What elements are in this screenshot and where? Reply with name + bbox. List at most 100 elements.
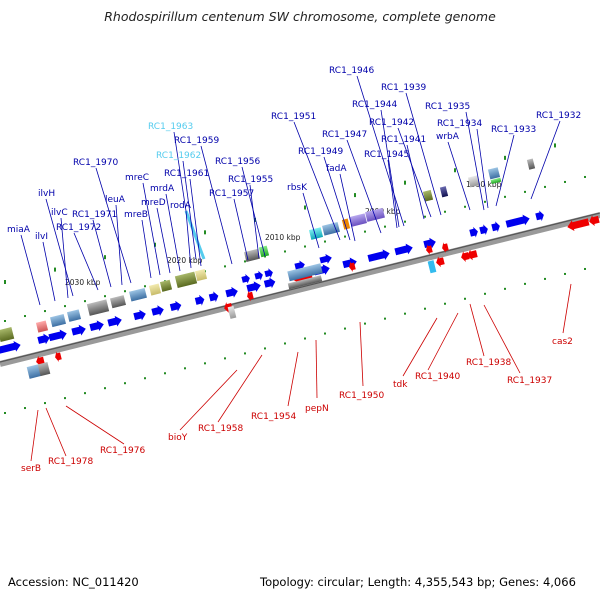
leader-line [406, 144, 425, 220]
tick-major [54, 267, 56, 272]
tick-dot [264, 347, 266, 350]
feature-box [467, 175, 481, 188]
scale-label-2030: 2030 kbp [65, 278, 101, 287]
feature-box [308, 227, 324, 240]
tick-dot [224, 265, 226, 268]
gene-label-wrbA: wrbA [436, 132, 460, 142]
tick-dot [524, 190, 526, 193]
forward-gene-arrow [194, 294, 205, 306]
leader-line [476, 128, 489, 209]
leader-line [30, 409, 39, 462]
scale-ticks [4, 143, 586, 415]
leader-line [346, 139, 382, 234]
gene-label-serB: serB [21, 464, 41, 474]
forward-gene-arrow [48, 329, 67, 342]
tick-dot [424, 215, 426, 218]
tick-dot [304, 337, 306, 340]
leader-line [217, 354, 263, 423]
forward-gene-arrow [264, 268, 273, 278]
tick-major [254, 217, 256, 222]
reverse-gene-arrow [426, 244, 433, 255]
gene-label-RC1_1944: RC1_1944 [352, 100, 397, 110]
leader-line [380, 109, 400, 228]
feature-box [148, 283, 162, 296]
gene-label-RC1_1951: RC1_1951 [271, 112, 316, 122]
forward-strand-genes [0, 210, 544, 355]
gene-label-RC1_1954: RC1_1954 [251, 412, 296, 422]
reverse-gene-arrow [567, 218, 590, 232]
leader-line [397, 127, 432, 218]
tick-dot [564, 180, 566, 183]
tick-dot [224, 357, 226, 360]
reverse-gene-arrow [467, 249, 478, 261]
feature-box [349, 213, 367, 227]
leader-line [339, 173, 356, 242]
forward-gene-arrow [319, 254, 332, 264]
forward-gene-arrow [151, 305, 164, 316]
gene-label-RC1_1971: RC1_1971 [72, 210, 117, 220]
gene-label-leuA: leuA [105, 195, 126, 205]
gene-label-RC1_1945: RC1_1945 [364, 150, 409, 160]
reverse-gene-arrow [436, 256, 445, 268]
feature-box [50, 314, 66, 328]
leader-line [427, 312, 459, 371]
leader-line [95, 167, 132, 284]
forward-gene-arrow [71, 324, 86, 336]
leader-line [173, 131, 187, 212]
leader-line [315, 339, 318, 399]
leader-line [200, 145, 233, 265]
feature-box [37, 362, 51, 377]
forward-gene-arrow [254, 270, 263, 281]
tick-major [104, 255, 106, 260]
leader-line [447, 141, 471, 211]
accession-text: Accession: NC_011420 [8, 575, 139, 589]
bottom-gene-labels: cas2 RC1_1937 RC1_1938 RC1_1940 tdk RC1_… [21, 337, 573, 474]
tick-dot [124, 382, 126, 385]
feature-boxes [0, 158, 536, 379]
gene-label-miaA: miaA [7, 225, 31, 235]
forward-gene-arrow [37, 333, 50, 345]
genome-title: Rhodospirillum centenum SW chromosome, c… [104, 9, 496, 24]
tick-dot [484, 292, 486, 295]
gene-label-RC1_1933: RC1_1933 [491, 125, 536, 135]
leader-line [469, 303, 485, 357]
feature-box [174, 271, 198, 289]
tick-dot [324, 332, 326, 335]
gene-label-pepN: pepN [305, 404, 329, 414]
feature-box [35, 320, 49, 333]
tick-dot [244, 352, 246, 355]
reverse-gene-arrow [55, 351, 62, 363]
tick-dot [404, 312, 406, 315]
forward-gene-arrow [225, 286, 238, 298]
gene-label-RC1_1961: RC1_1961 [164, 169, 209, 179]
forward-gene-arrow [89, 320, 104, 332]
tick-dot [484, 200, 486, 203]
feature-box [129, 287, 147, 302]
tick-dot [544, 277, 546, 280]
leader-line [65, 405, 125, 445]
leader-line [185, 210, 192, 269]
forward-gene-arrow [491, 221, 500, 233]
tick-dot [24, 407, 26, 410]
feature-box [526, 158, 536, 170]
gene-label-ilvC: ilvC [51, 208, 68, 218]
forward-gene-arrow [263, 277, 276, 289]
tick-dot [304, 245, 306, 248]
forward-gene-arrow [107, 315, 122, 327]
tick-dot [464, 205, 466, 208]
tick-dot [264, 255, 266, 258]
tick-major [154, 242, 156, 247]
tick-dot [384, 317, 386, 320]
tick-dot [104, 387, 106, 390]
leader-line [142, 182, 161, 276]
leader-line [233, 198, 249, 261]
reverse-gene-arrow [589, 215, 600, 226]
feature-box [322, 222, 340, 236]
gene-label-RC1_1972: RC1_1972 [56, 223, 101, 233]
tick-dot [204, 362, 206, 365]
forward-gene-arrow [469, 226, 478, 238]
leader-line [356, 75, 405, 227]
feature-box [227, 305, 237, 319]
tick-dot [444, 302, 446, 305]
